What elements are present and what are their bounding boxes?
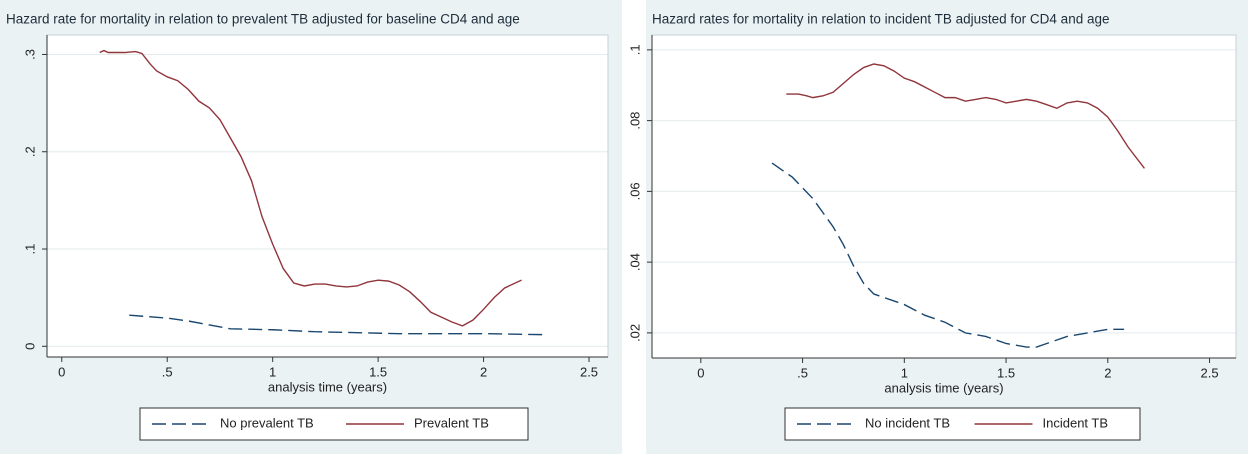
y-tick-label: 0: [22, 343, 37, 350]
x-tick-label: 2.5: [1201, 365, 1219, 380]
y-tick-label: .3: [22, 49, 37, 60]
x-axis-label: analysis time (years): [884, 380, 1003, 395]
y-tick-label: .06: [627, 182, 642, 200]
x-tick-label: .5: [797, 365, 808, 380]
series-line: [771, 162, 1125, 348]
x-tick-label: 0: [58, 364, 65, 379]
x-tick-label: 2: [1104, 365, 1111, 380]
legend-label: No prevalent TB: [220, 415, 314, 430]
x-tick-label: 1.5: [997, 365, 1015, 380]
chart-title: Hazard rate for mortality in relation to…: [6, 12, 520, 27]
x-tick-label: .5: [162, 364, 173, 379]
plot-area: [652, 35, 1236, 358]
y-tick-label: .1: [627, 44, 642, 55]
x-tick-label: 1.5: [369, 364, 387, 379]
y-tick-label: .02: [627, 324, 642, 342]
x-tick-label: 0: [697, 365, 704, 380]
plot-area: [47, 35, 608, 357]
x-axis-label: analysis time (years): [268, 379, 387, 394]
series-line: [786, 63, 1145, 169]
x-tick-label: 1: [901, 365, 908, 380]
y-tick-label: .1: [22, 244, 37, 255]
y-tick-label: .2: [22, 146, 37, 157]
legend-label: Prevalent TB: [414, 415, 489, 430]
series-line: [99, 49, 522, 327]
x-tick-label: 2: [480, 364, 487, 379]
x-tick-label: 1: [269, 364, 276, 379]
legend-label: Incident TB: [1043, 415, 1109, 430]
chart-title: Hazard rates for mortality in relation t…: [652, 12, 1109, 27]
y-tick-label: .04: [627, 253, 642, 271]
legend-label: No incident TB: [865, 415, 950, 430]
y-tick-label: .08: [627, 112, 642, 130]
series-line: [129, 314, 543, 336]
x-tick-label: 2.5: [580, 364, 598, 379]
